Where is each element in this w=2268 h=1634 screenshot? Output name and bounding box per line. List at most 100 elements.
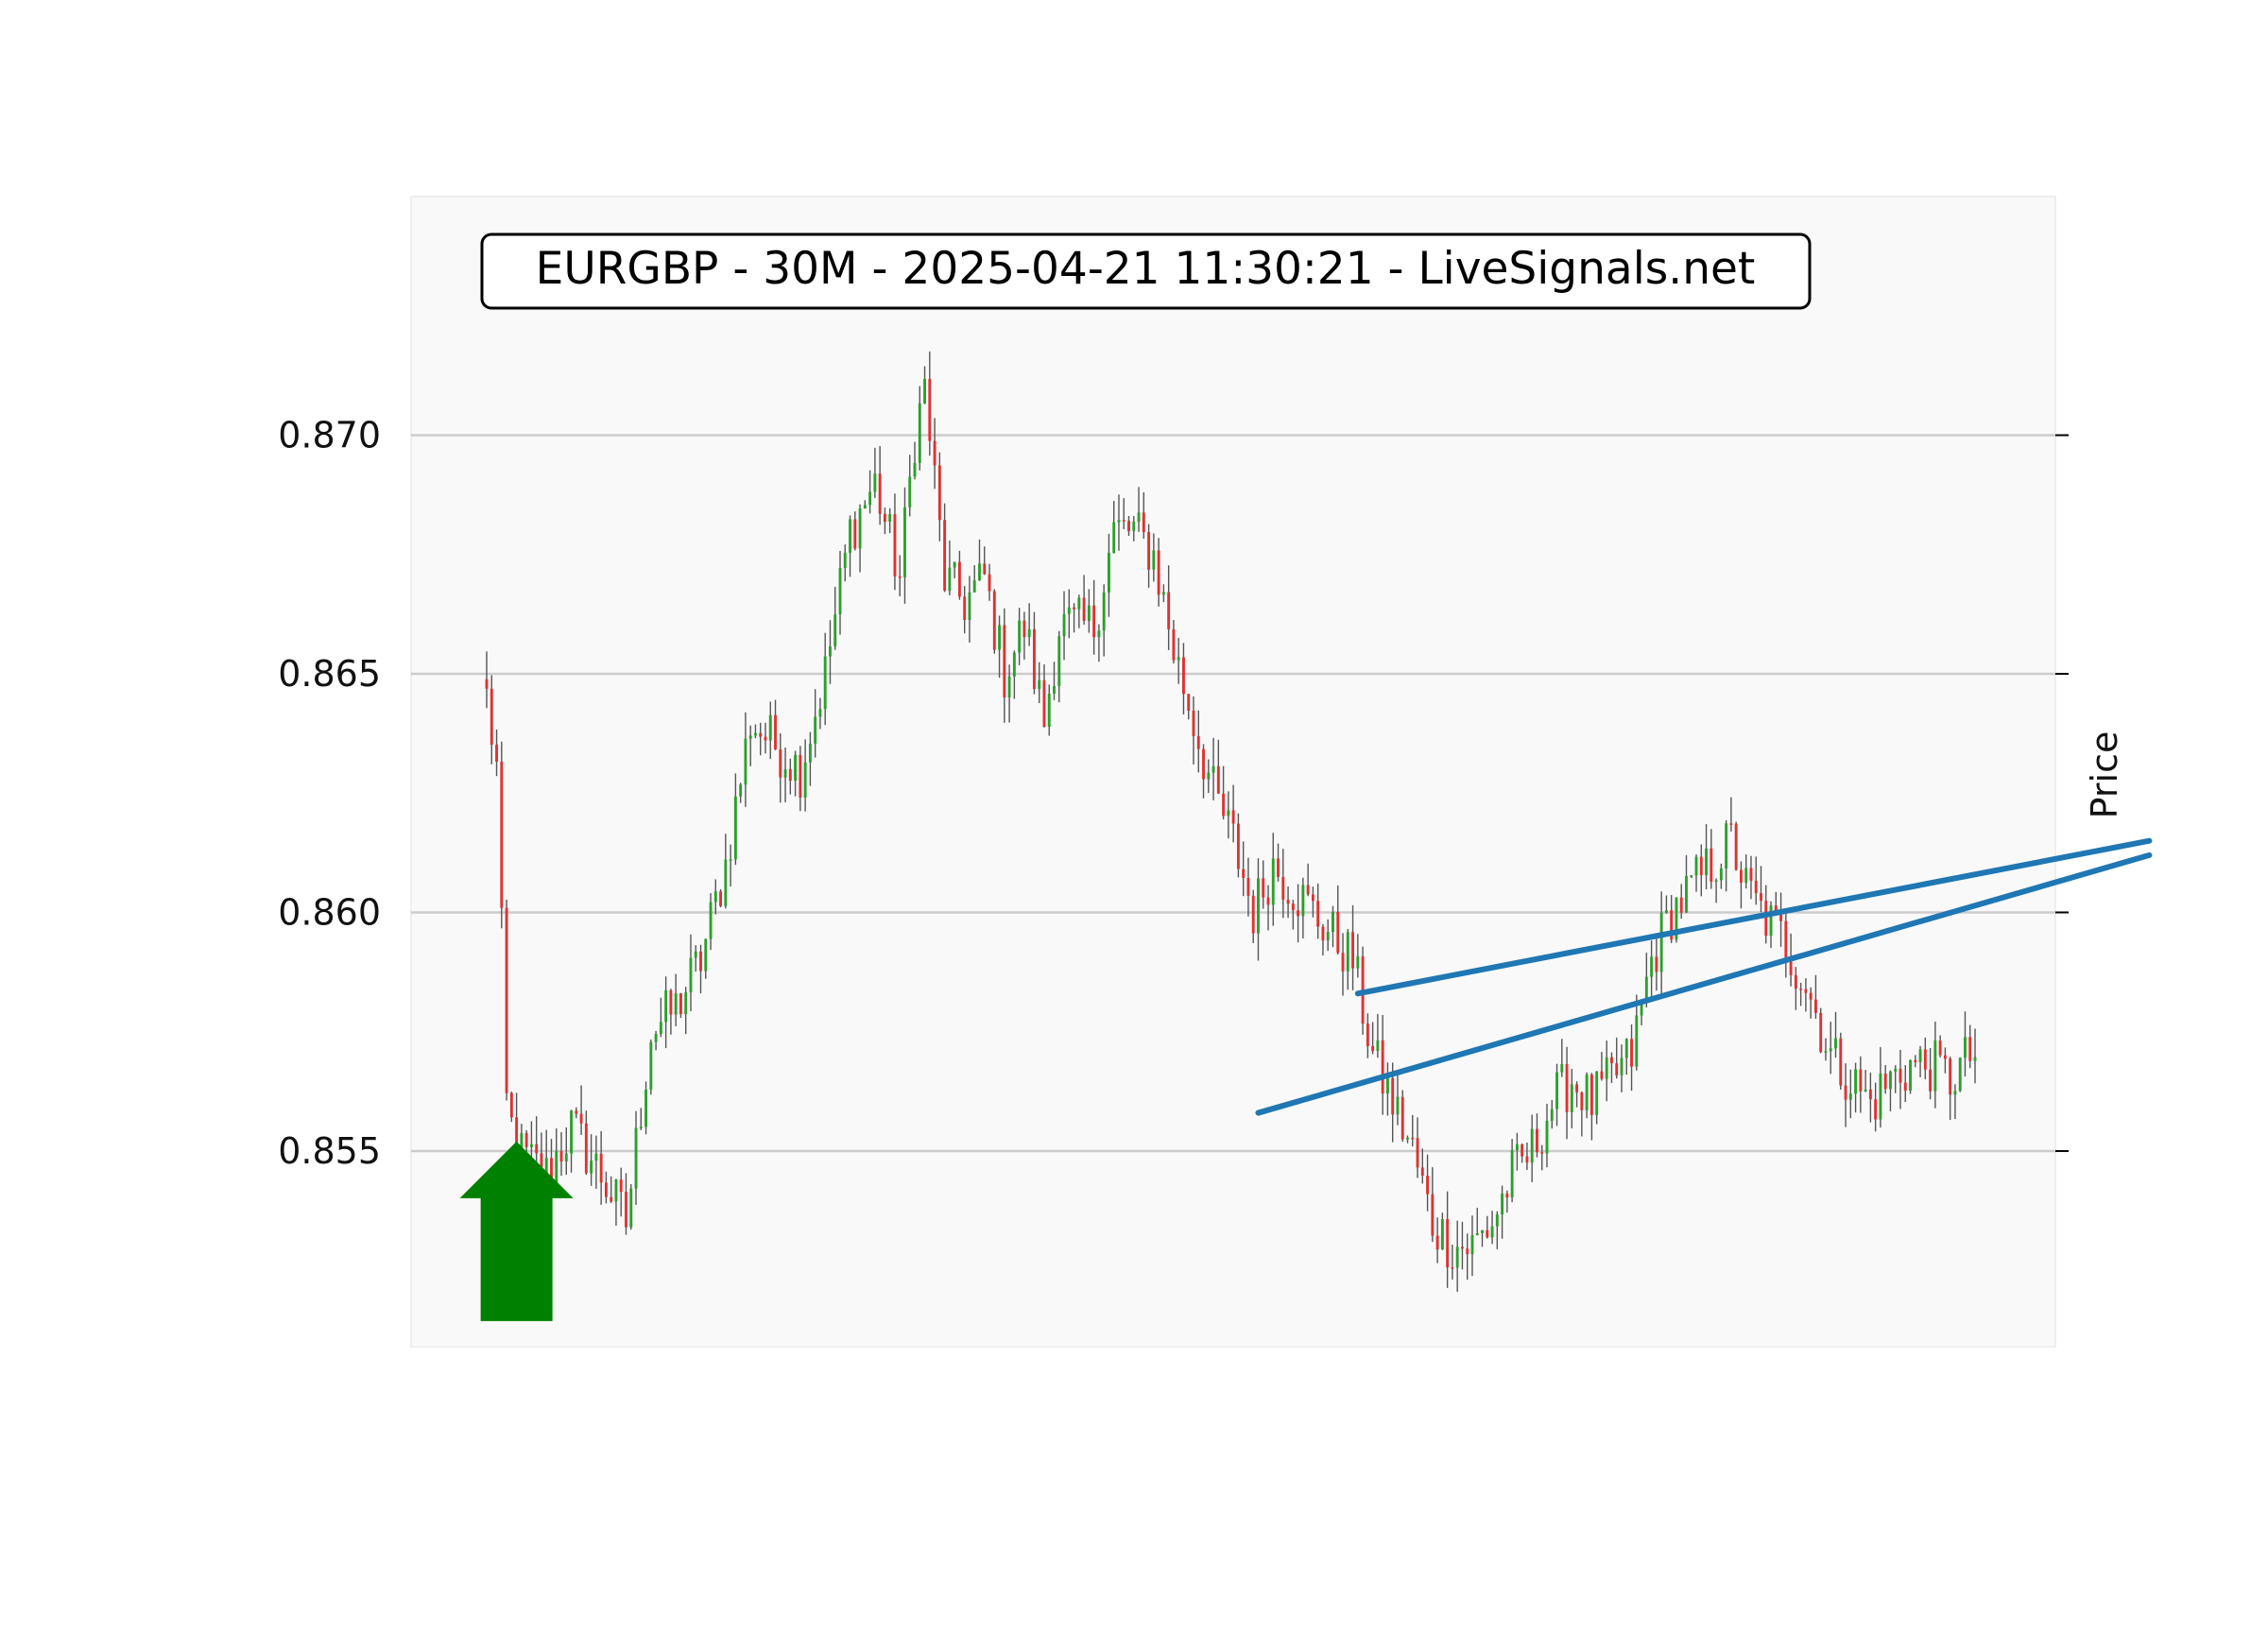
candle: [599, 1130, 603, 1205]
candle: [1167, 565, 1171, 650]
candle-body: [1192, 711, 1195, 736]
candle-body: [808, 743, 812, 763]
y-axis-label: Price: [2084, 731, 2125, 819]
candle: [988, 563, 991, 601]
candle-body: [868, 491, 872, 506]
candle-body: [1053, 685, 1056, 695]
candle-body: [1177, 657, 1180, 661]
candle-body: [948, 567, 952, 592]
candle-body: [724, 859, 728, 906]
candle-body: [1297, 910, 1300, 917]
candle-body: [1610, 1057, 1613, 1064]
candle: [764, 722, 767, 754]
candle: [1923, 1037, 1927, 1080]
candle: [1899, 1049, 1902, 1109]
candle: [649, 1039, 653, 1095]
candle-body: [1082, 597, 1086, 621]
candle-body: [550, 1158, 553, 1183]
candle: [1266, 885, 1270, 931]
candle-body: [1038, 679, 1041, 690]
candle: [1918, 1045, 1922, 1077]
candle-body: [953, 561, 956, 568]
candle-body: [1435, 1235, 1439, 1250]
candle-body: [1789, 961, 1793, 975]
candle-body: [1073, 607, 1076, 610]
candle: [898, 555, 902, 597]
candle-body: [1923, 1049, 1927, 1070]
candle-body: [1222, 793, 1226, 817]
candle: [729, 844, 732, 886]
candle: [614, 1178, 618, 1226]
candle: [1699, 844, 1703, 897]
candle: [883, 507, 886, 535]
candle-body: [1973, 1057, 1977, 1061]
candle: [923, 366, 926, 404]
candle-body: [1864, 1089, 1867, 1092]
candle-body: [1231, 810, 1235, 824]
candle: [1710, 829, 1713, 889]
candle-body: [744, 738, 747, 785]
candle: [873, 447, 877, 498]
candle-body: [1868, 1089, 1872, 1100]
candle-body: [1137, 512, 1141, 523]
candle-body: [1003, 625, 1006, 697]
y-tick-label: 0.865: [278, 653, 381, 695]
candle: [1147, 524, 1151, 588]
candle-body: [1376, 1040, 1380, 1051]
candle: [1813, 974, 1817, 1019]
candle: [1196, 710, 1200, 773]
candle: [669, 989, 673, 1035]
candle: [1182, 643, 1185, 715]
candle: [1774, 891, 1778, 914]
candle-body: [739, 784, 743, 797]
candle: [863, 500, 867, 509]
candle-body: [500, 761, 504, 908]
candle: [748, 725, 752, 766]
candle: [1277, 843, 1280, 882]
candle: [1097, 624, 1101, 662]
candle-body: [1899, 1068, 1902, 1083]
candle: [1012, 650, 1016, 699]
candle-body: [1346, 932, 1349, 972]
candle: [1879, 1046, 1882, 1128]
candle-body: [1371, 1045, 1375, 1051]
candle-body: [604, 1182, 608, 1197]
trendline: [1354, 837, 2153, 997]
candle: [1958, 1057, 1962, 1092]
candle-body: [524, 1132, 528, 1147]
candle-body: [1819, 1012, 1823, 1053]
candle-body: [1664, 910, 1668, 913]
candle-body: [893, 514, 897, 576]
candle: [814, 689, 817, 758]
candle: [664, 976, 668, 1049]
candle-body: [748, 735, 752, 739]
candle: [1725, 819, 1728, 892]
candle-body: [923, 378, 926, 404]
candle-body: [943, 520, 947, 592]
candle-body: [1460, 1247, 1464, 1249]
candle: [1605, 1041, 1608, 1102]
candle: [1227, 791, 1230, 839]
candle-body: [1286, 900, 1290, 904]
candle: [1466, 1233, 1469, 1281]
candle: [1216, 739, 1220, 795]
candle: [818, 697, 822, 730]
candle: [1142, 491, 1145, 539]
candle-body: [774, 714, 777, 749]
candle: [913, 441, 917, 480]
candle-body: [1455, 1247, 1459, 1268]
candle: [1316, 883, 1320, 939]
candle-body: [1903, 1082, 1907, 1092]
candle-body: [1883, 1074, 1887, 1090]
candle: [1675, 897, 1678, 943]
candle: [575, 1107, 578, 1119]
candle: [1739, 861, 1743, 909]
candle: [759, 722, 763, 756]
candle: [1565, 1046, 1569, 1140]
candle: [1714, 878, 1718, 903]
candle: [1451, 1244, 1454, 1280]
candle-body: [1694, 856, 1698, 876]
candle: [1679, 884, 1683, 920]
candle-body: [1670, 910, 1674, 940]
candle-body: [1844, 1085, 1847, 1100]
